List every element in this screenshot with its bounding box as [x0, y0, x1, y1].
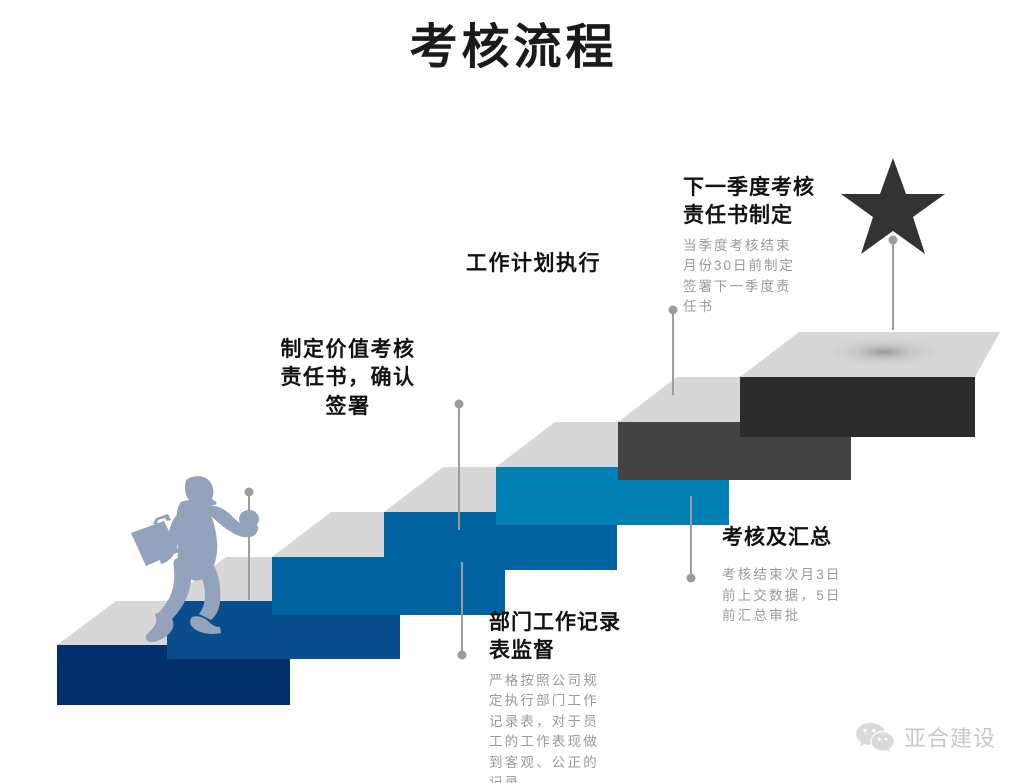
wechat-icon [856, 722, 894, 752]
connector-pin-step4 [686, 496, 696, 583]
footer-logo: 亚合建设 [855, 720, 996, 754]
callout-title: 下一季度考核 责任书制定 [683, 176, 815, 228]
page-title: 考核流程 [409, 21, 618, 74]
connector-pin-step5 [457, 562, 467, 660]
callout-body: 严格按照公司规 定执行部门工作 记录表，对于员 工的工作表现做 到客观、公正的 … [489, 672, 599, 783]
callout-title: 工作计划执行 [466, 252, 601, 275]
callout-step-4: 考核及汇总 考核结束次月3日 前上交数据，5日 前汇总审批 [722, 524, 907, 627]
callout-step-2: 制定价值考核 责任书，确认 签署 [248, 336, 448, 421]
connector-pin-step3 [454, 399, 464, 530]
brand-name: 亚合建设 [904, 727, 997, 752]
connector-pin-step7 [668, 305, 678, 395]
callout-step-6: 下一季度考核 责任书制定 当季度考核结束 月份30日前制定 签署下一季度责 任书 [683, 174, 848, 318]
callout-step-3: 工作计划执行 [466, 250, 636, 278]
callout-title: 制定价值考核 责任书，确认 签署 [280, 338, 416, 418]
callout-body: 考核结束次月3日 前上交数据，5日 前汇总审批 [722, 567, 842, 624]
callout-title: 部门工作记录 表监督 [489, 611, 621, 663]
star-icon [841, 158, 945, 254]
businessman-climbing-icon [131, 476, 259, 643]
connector-pin-step6 [888, 235, 898, 330]
callout-step-5: 部门工作记录 表监督 严格按照公司规 定执行部门工作 记录表，对于员 工的工作表… [489, 609, 659, 783]
stair-step-7-top [740, 332, 1000, 437]
callout-title: 考核及汇总 [722, 526, 832, 549]
callout-body: 当季度考核结束 月份30日前制定 签署下一季度责 任书 [683, 237, 796, 315]
